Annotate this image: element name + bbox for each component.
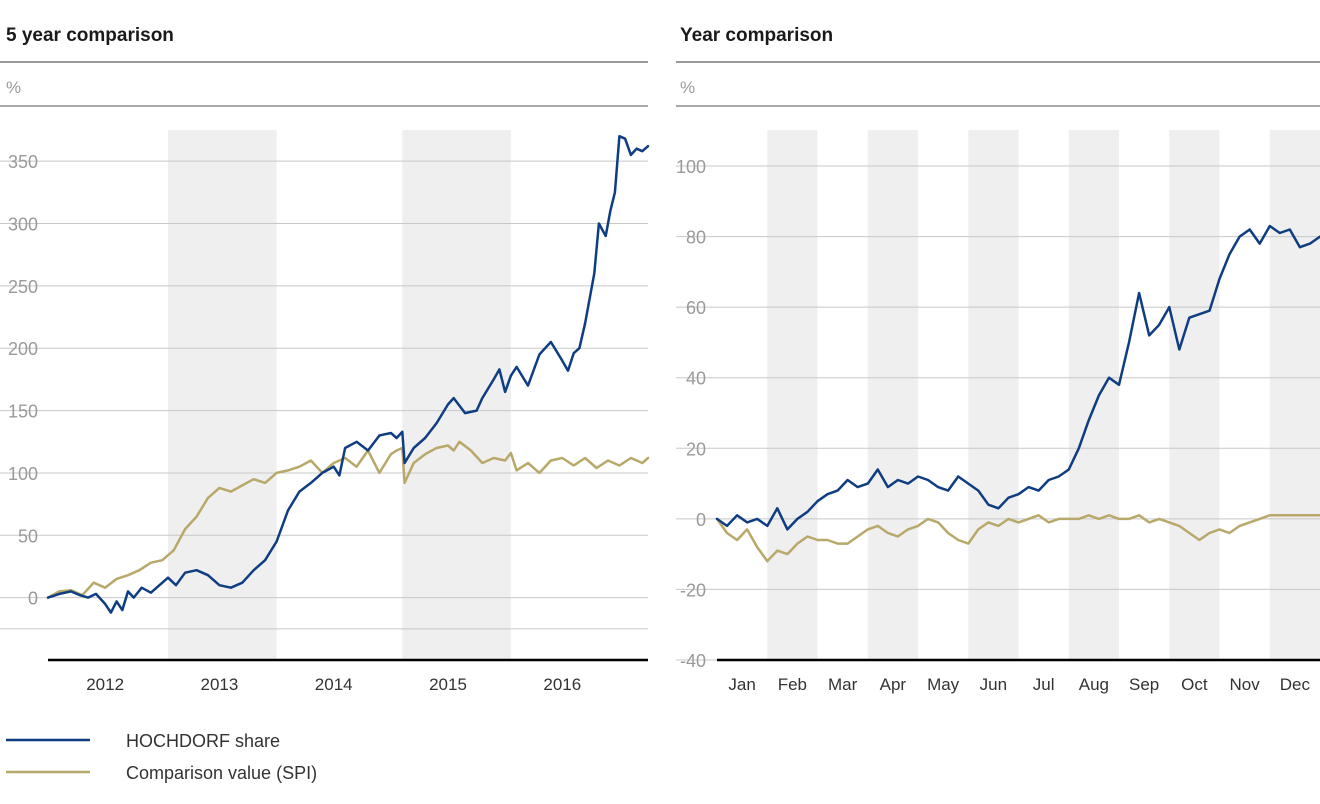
x-tick-label: May: [927, 675, 960, 694]
x-tick-label: 2016: [543, 675, 581, 694]
series-line-spi: [46, 440, 650, 599]
x-tick-label: Jan: [728, 675, 755, 694]
x-tick-label: Apr: [880, 675, 907, 694]
x-tick-label: Aug: [1079, 675, 1109, 694]
y-tick-label: 100: [676, 157, 706, 177]
y-tick-label: 250: [8, 277, 38, 297]
five-year-bands: [168, 130, 511, 660]
shade-band: [767, 130, 818, 660]
y-tick-label: 150: [8, 402, 38, 422]
five-year-unit: %: [6, 78, 21, 97]
y-tick-label: 0: [696, 510, 706, 530]
five-year-title: 5 year comparison: [6, 25, 174, 46]
legend-label-share: HOCHDORF share: [126, 731, 280, 751]
shade-band: [867, 130, 918, 660]
y-tick-label: 350: [8, 152, 38, 172]
year-grid: -40 -20 0 20 40 60 80 100: [676, 157, 1320, 671]
y-tick-label: 100: [8, 464, 38, 484]
five-year-grid: 0 50 100 150 200 250 300 350: [0, 152, 648, 630]
shade-band: [968, 130, 1019, 660]
legend: HOCHDORF share Comparison value (SPI): [6, 731, 317, 783]
y-tick-label: 80: [686, 228, 706, 248]
legend-label-spi: Comparison value (SPI): [126, 763, 317, 783]
year-series: [715, 224, 1320, 563]
shade-band: [1269, 130, 1320, 660]
x-tick-label: Sep: [1129, 675, 1159, 694]
x-tick-label: 2013: [201, 675, 239, 694]
shade-band: [1169, 130, 1220, 660]
year-bands: [767, 130, 1320, 660]
year-x-ticks: Jan Feb Mar Apr May Jun Jul Aug Sep Oct Nov Dec: [728, 675, 1310, 694]
series-line-share: [715, 224, 1320, 531]
x-tick-label: Oct: [1181, 675, 1208, 694]
x-tick-label: 2012: [86, 675, 124, 694]
x-tick-label: 2015: [429, 675, 467, 694]
x-tick-label: Mar: [828, 675, 858, 694]
y-tick-label: 200: [8, 339, 38, 359]
shade-band: [168, 130, 277, 660]
y-tick-label: 0: [28, 589, 38, 609]
y-tick-label: 60: [686, 298, 706, 318]
series-line-share: [46, 134, 650, 614]
five-year-x-ticks: 2012 2013 2014 2015 2016: [86, 675, 581, 694]
series-line-spi: [715, 514, 1320, 563]
five-year-panel: 5 year comparison % 0 50 100 150 200 250 300 35…: [0, 25, 650, 694]
shade-band: [1068, 130, 1119, 660]
y-tick-label: -20: [680, 580, 706, 600]
five-year-series: [46, 134, 650, 614]
y-tick-label: 50: [18, 526, 38, 546]
x-tick-label: Dec: [1280, 675, 1311, 694]
shade-band: [402, 130, 511, 660]
x-tick-label: 2014: [315, 675, 353, 694]
x-tick-label: Jul: [1033, 675, 1055, 694]
y-tick-label: -40: [680, 651, 706, 671]
x-tick-label: Feb: [778, 675, 807, 694]
year-unit: %: [680, 78, 695, 97]
x-tick-label: Nov: [1230, 675, 1261, 694]
y-tick-label: 300: [8, 215, 38, 235]
y-tick-label: 20: [686, 439, 706, 459]
year-title: Year comparison: [680, 25, 833, 46]
x-tick-label: Jun: [980, 675, 1007, 694]
year-panel: Year comparison % -40 -20 0 20 40 60 80 100 Jan…: [676, 25, 1320, 694]
y-tick-label: 40: [686, 369, 706, 389]
